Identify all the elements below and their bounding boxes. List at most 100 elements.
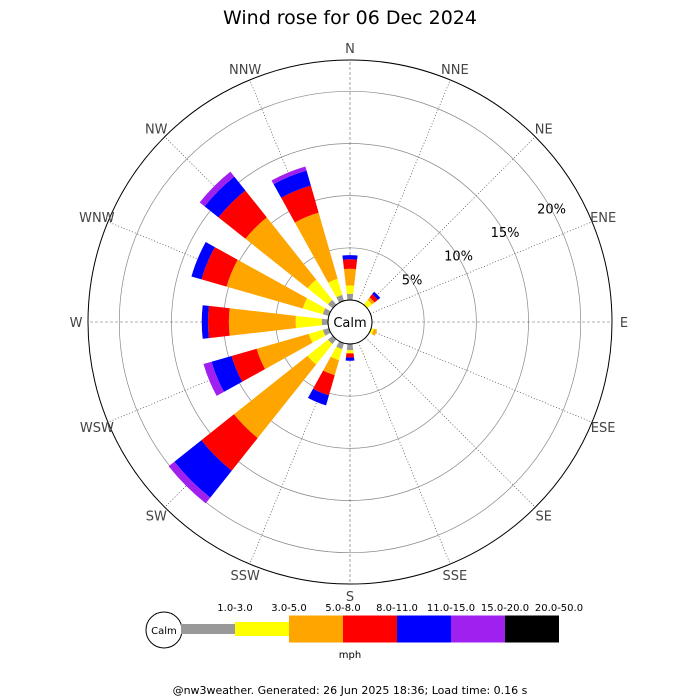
- direction-label-ssw: SSW: [230, 569, 260, 584]
- chart-title: Wind rose for 06 Dec 2024: [223, 7, 477, 29]
- bar-ne-bin-2: [367, 297, 375, 305]
- bar-s-bin-4: [345, 357, 355, 361]
- ring-label: 20%: [537, 202, 566, 217]
- legend-swatch-5: [451, 615, 505, 643]
- direction-label-ene: ENE: [590, 211, 616, 226]
- spoke-se: [365, 337, 536, 508]
- spoke-ese: [370, 330, 593, 423]
- bar-nnw-bin-1: [328, 278, 343, 298]
- direction-label-sw: SW: [146, 510, 167, 525]
- bar-n-bin-2: [343, 268, 357, 286]
- bar-wsw-bin-1: [308, 329, 326, 343]
- bar-s-bin-3: [345, 353, 355, 358]
- bar-sw-bin-2: [233, 355, 317, 439]
- bar-ne-bin-3: [369, 294, 378, 303]
- bar-sw-bin-4: [174, 440, 232, 498]
- wind-bars: [168, 166, 381, 504]
- spoke-sse: [358, 342, 451, 565]
- bar-n-bin-3: [342, 259, 358, 270]
- ring-labels: 5% 10% 15% 20%: [402, 202, 566, 288]
- bar-ssw-bin-4: [307, 388, 329, 406]
- ring-label: 15%: [491, 226, 520, 241]
- legend-swatch-4: [397, 615, 451, 643]
- bar-s-bin-0: [346, 343, 354, 351]
- direction-label-wnw: WNW: [79, 211, 115, 226]
- bar-ssw-bin-3: [313, 370, 335, 396]
- legend-calm-label: Calm: [151, 626, 177, 637]
- spoke-ene: [370, 221, 593, 314]
- outer-ring: [87, 59, 613, 585]
- bar-nnw-bin-5: [271, 166, 307, 185]
- bar-wnw-bin-1: [302, 298, 326, 315]
- bar-ssw-bin-2: [323, 356, 340, 376]
- footer-text: @nw3weather. Generated: 26 Jun 2025 18:3…: [173, 684, 528, 697]
- grid-ring: [118, 90, 582, 554]
- ring-label: 5%: [402, 273, 423, 288]
- legend-label-0: 1.0-3.0: [217, 603, 252, 614]
- bar-n-bin-4: [342, 255, 358, 260]
- bar-nw-bin-2: [245, 217, 317, 289]
- direction-label-wsw: WSW: [80, 421, 114, 436]
- spoke-nne: [358, 79, 451, 302]
- direction-label-nnw: NNW: [229, 63, 261, 78]
- direction-label-n: N: [345, 42, 355, 57]
- legend-units: mph: [339, 650, 361, 661]
- legend-swatch-3: [343, 615, 397, 643]
- legend-label-1: 3.0-5.0: [271, 603, 306, 614]
- bar-wsw-bin-4: [211, 355, 243, 392]
- bar-nnw-bin-3: [281, 185, 319, 223]
- bar-wnw-bin-3: [201, 247, 238, 287]
- bar-ese-bin-2: [371, 328, 378, 336]
- bar-sw-bin-1: [307, 339, 333, 365]
- bar-ne-bin-4: [372, 291, 381, 300]
- bar-wsw-bin-3: [231, 348, 266, 382]
- direction-label-se: SE: [536, 510, 552, 525]
- bar-wnw-bin-4: [191, 242, 215, 280]
- bar-w-bin-1: [295, 315, 322, 329]
- bar-sw-bin-3: [201, 414, 258, 471]
- direction-label-sse: SSE: [442, 569, 467, 584]
- direction-label-e: E: [620, 316, 628, 331]
- bar-nw-bin-5: [199, 171, 235, 207]
- bar-wsw-bin-2: [256, 333, 313, 370]
- legend-label-2: 5.0-8.0: [325, 603, 360, 614]
- bar-wnw-bin-0: [322, 308, 331, 316]
- legend-swatch-0: [181, 624, 235, 634]
- bar-w-bin-2: [228, 308, 297, 336]
- direction-label-ne: NE: [535, 122, 553, 137]
- legend-label-3: 8.0-11.0: [376, 603, 418, 614]
- bar-wsw-bin-5: [203, 361, 224, 396]
- calm-center: Calm: [327, 299, 373, 345]
- legend-swatch-6: [505, 615, 559, 643]
- direction-label-w: W: [70, 316, 83, 331]
- bar-sw-bin-5: [168, 461, 211, 504]
- direction-label-nw: NW: [145, 122, 168, 137]
- bar-wsw-bin-0: [322, 328, 331, 336]
- bar-nnw-bin-0: [336, 294, 344, 303]
- bar-w-bin-4: [201, 305, 209, 339]
- bar-ssw-bin-1: [330, 346, 343, 361]
- bar-s-bin-1: [346, 350, 354, 354]
- bar-nnw-bin-2: [294, 212, 338, 283]
- legend-label-5: 15.0-20.0: [481, 603, 529, 614]
- bar-nw-bin-1: [307, 279, 333, 305]
- legend-label-4: 11.0-15.0: [427, 603, 475, 614]
- bar-w-bin-0: [321, 318, 329, 326]
- calm-circle: [327, 299, 373, 345]
- direction-label-ese: ESE: [591, 421, 616, 436]
- legend-label-6: 20.0-50.0: [535, 603, 583, 614]
- direction-labels: N NNE NE ENE E ESE SE SSE S SSW SW WSW W WNW NW NNW: [70, 42, 629, 605]
- bar-n-bin-0: [346, 293, 354, 301]
- legend-swatch-1: [235, 622, 289, 636]
- bar-nw-bin-4: [204, 176, 246, 218]
- speed-legend: Calm mph 1.0-3.0 3.0-5.0 5.0-8.0 8.0-11.0 11…: [145, 603, 583, 661]
- ring-label: 10%: [444, 250, 473, 265]
- spoke-ne: [365, 136, 536, 307]
- legend-swatch-2: [289, 615, 343, 643]
- direction-label-s: S: [346, 590, 354, 605]
- bar-nw-bin-3: [218, 190, 267, 239]
- calm-label: Calm: [333, 316, 366, 331]
- bar-ssw-bin-0: [336, 341, 344, 350]
- bar-w-bin-3: [208, 305, 230, 339]
